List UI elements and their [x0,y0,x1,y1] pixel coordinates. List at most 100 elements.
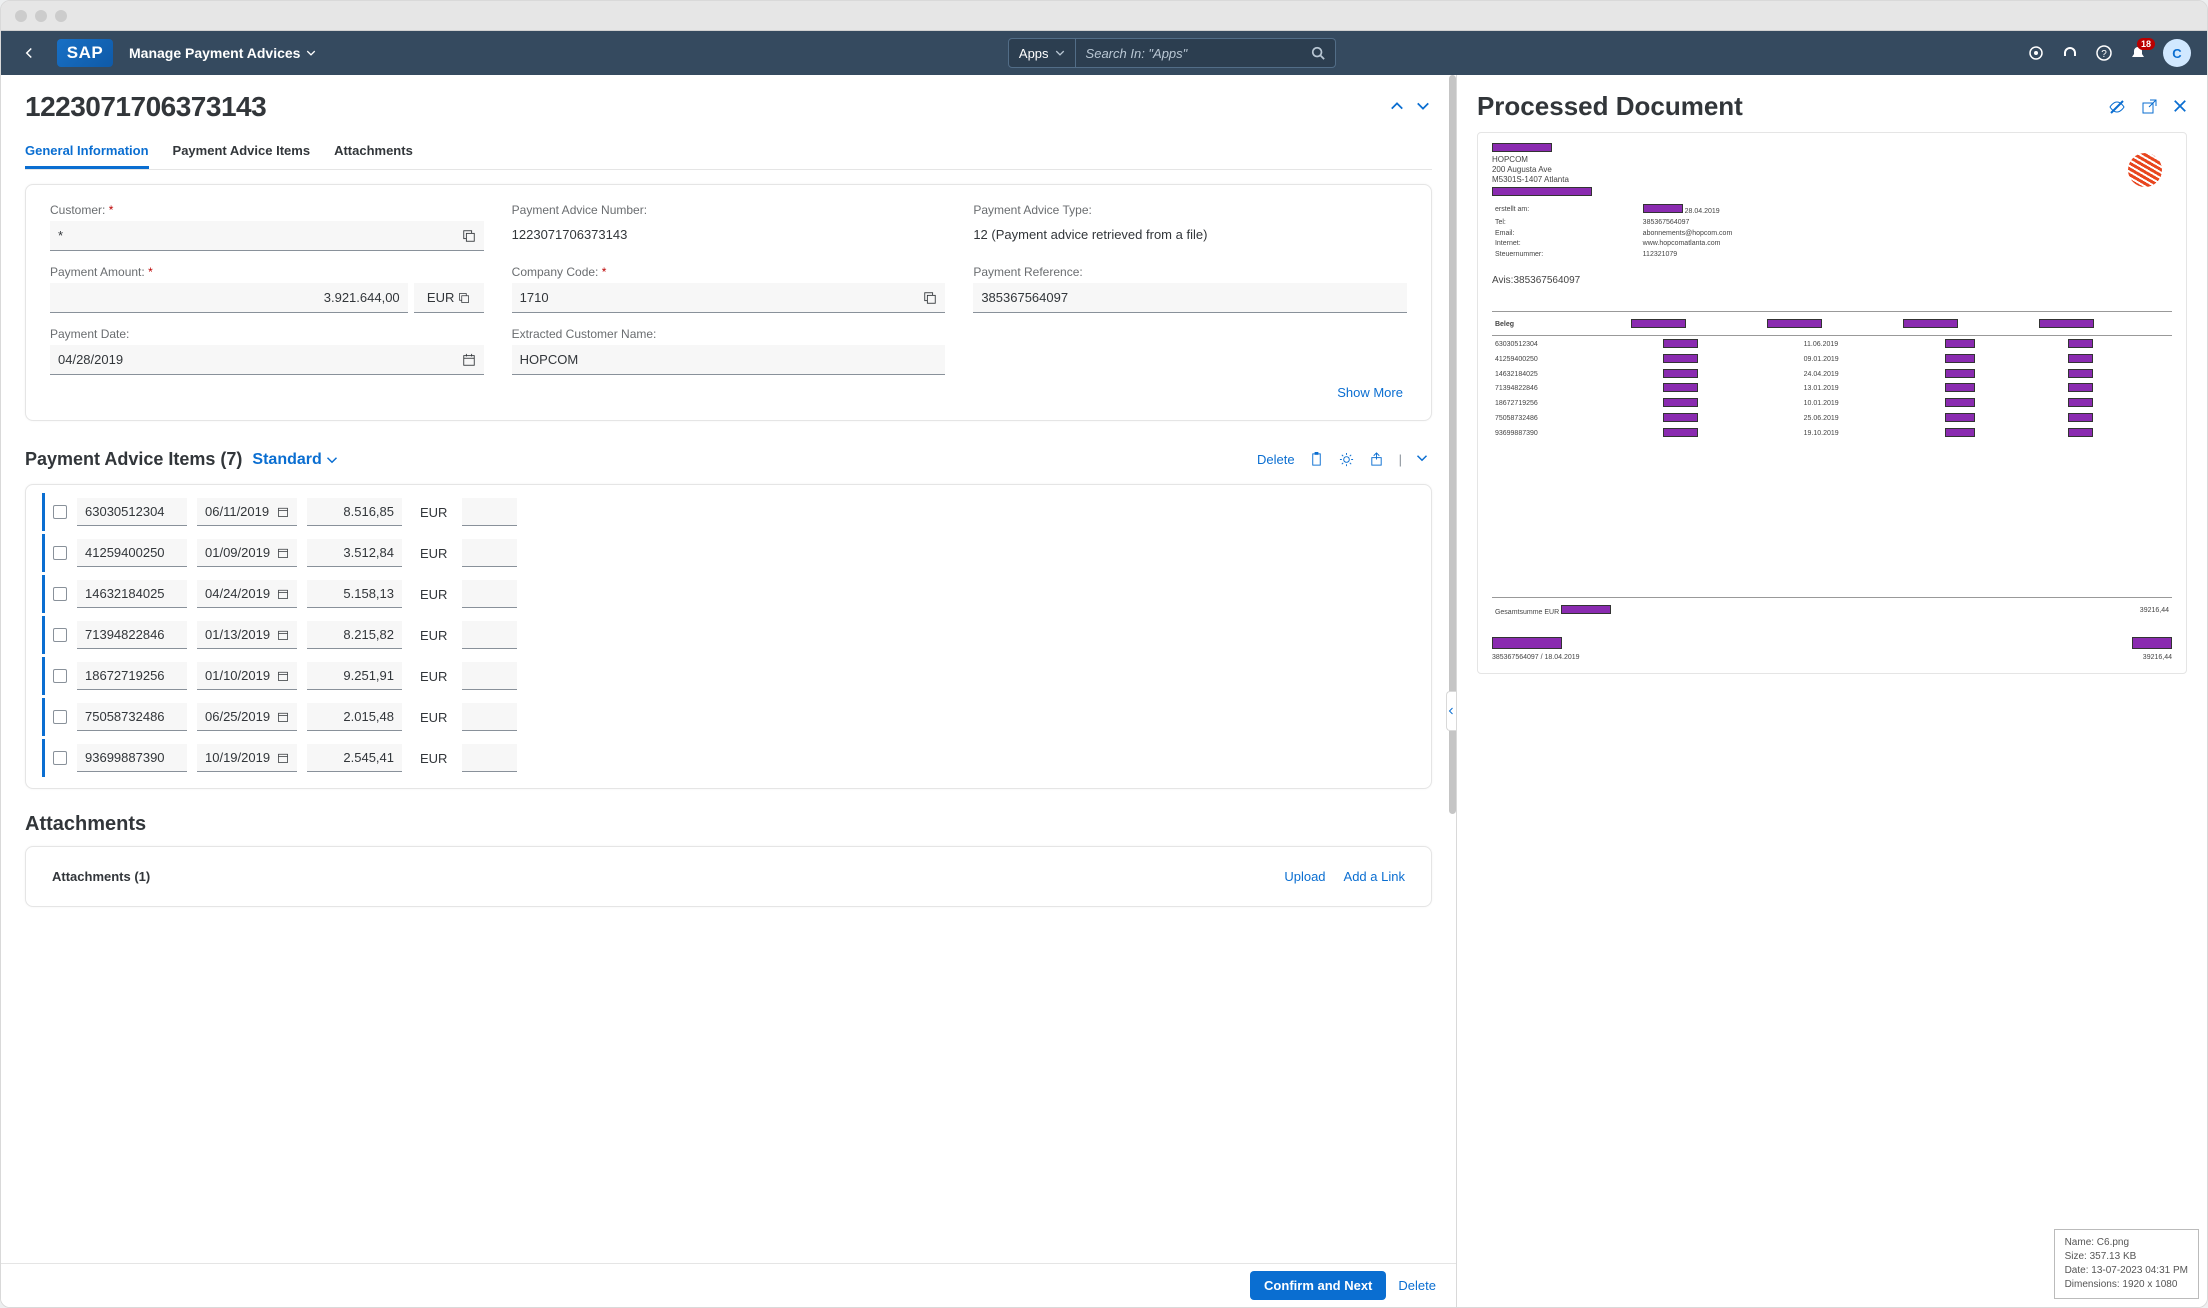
support-icon[interactable] [2061,44,2079,62]
settings-icon[interactable] [1339,452,1355,468]
help-icon[interactable]: ? [2095,44,2113,62]
item-currency: EUR [412,580,452,608]
search-input[interactable]: Search In: "Apps" [1076,38,1336,68]
collapse-side-panel[interactable] [1446,691,1456,731]
tab-payment-advice-items[interactable]: Payment Advice Items [173,135,311,169]
item-reference[interactable]: 75058732486 [77,703,187,731]
tab-attachments[interactable]: Attachments [334,135,413,169]
hide-annotations-icon[interactable] [2109,99,2125,115]
shell-page-title[interactable]: Manage Payment Advices [129,45,316,61]
extracted-name-input[interactable]: HOPCOM [512,345,946,375]
advice-type-value: 12 (Payment advice retrieved from a file… [973,221,1407,242]
back-button[interactable] [17,41,41,65]
item-date[interactable]: 04/24/2019 [197,580,297,608]
item-reference[interactable]: 18672719256 [77,662,187,690]
apps-dropdown[interactable]: Apps [1008,38,1076,68]
item-date[interactable]: 06/11/2019 [197,498,297,526]
item-reference[interactable]: 71394822846 [77,621,187,649]
item-reference[interactable]: 63030512304 [77,498,187,526]
search-placeholder: Search In: "Apps" [1086,46,1188,61]
item-empty[interactable] [462,580,517,608]
value-help-icon[interactable] [462,229,476,243]
item-amount[interactable]: 2.545,41 [307,744,402,772]
date-input[interactable]: 04/28/2019 [50,345,484,375]
collapse-icon[interactable] [1390,99,1406,115]
calendar-icon[interactable] [277,752,289,764]
value-help-icon[interactable] [458,292,470,304]
item-date[interactable]: 01/13/2019 [197,621,297,649]
calendar-icon[interactable] [277,629,289,641]
notifications-button[interactable]: 18 [2129,44,2147,62]
item-date[interactable]: 10/19/2019 [197,744,297,772]
item-reference[interactable]: 93699887390 [77,744,187,772]
customer-label: Customer: * [50,203,484,217]
user-avatar[interactable]: C [2163,39,2191,67]
item-amount[interactable]: 5.158,13 [307,580,402,608]
amount-label: Payment Amount: * [50,265,484,279]
close-side-panel-icon[interactable] [2173,99,2187,115]
item-date[interactable]: 01/10/2019 [197,662,297,690]
row-checkbox[interactable] [53,505,67,519]
tab-general-information[interactable]: General Information [25,135,149,169]
row-checkbox[interactable] [53,628,67,642]
row-checkbox[interactable] [53,669,67,683]
table-row: 1867271925601/10/20199.251,91EUR [42,657,1415,695]
item-date[interactable]: 06/25/2019 [197,703,297,731]
item-empty[interactable] [462,621,517,649]
chevron-down-icon[interactable] [1416,452,1432,468]
item-empty[interactable] [462,703,517,731]
item-amount[interactable]: 9.251,91 [307,662,402,690]
value-help-icon[interactable] [923,291,937,305]
item-empty[interactable] [462,539,517,567]
item-empty[interactable] [462,662,517,690]
row-checkbox[interactable] [53,710,67,724]
item-amount[interactable]: 8.516,85 [307,498,402,526]
calendar-icon[interactable] [277,506,289,518]
traffic-light[interactable] [15,10,27,22]
copilot-icon[interactable] [2027,44,2045,62]
attachments-section-title: Attachments [25,813,1432,836]
item-amount[interactable]: 3.512,84 [307,539,402,567]
upload-link[interactable]: Upload [1284,869,1325,884]
table-row: 9369988739010/19/20192.545,41EUR [42,739,1415,777]
calendar-icon[interactable] [462,353,476,367]
row-checkbox[interactable] [53,587,67,601]
currency-input[interactable]: EUR [414,283,484,313]
item-amount[interactable]: 8.215,82 [307,621,402,649]
item-currency: EUR [412,539,452,567]
reference-input[interactable]: 385367564097 [973,283,1407,313]
traffic-light[interactable] [55,10,67,22]
calendar-icon[interactable] [277,670,289,682]
company-code-input[interactable]: 1710 [512,283,946,313]
date-label: Payment Date: [50,327,484,341]
item-date[interactable]: 01/09/2019 [197,539,297,567]
show-more-link[interactable]: Show More [50,375,1407,402]
paste-icon[interactable] [1309,452,1325,468]
amount-input[interactable]: 3.921.644,00 [50,283,408,313]
row-checkbox[interactable] [53,751,67,765]
item-amount[interactable]: 2.015,48 [307,703,402,731]
sap-logo[interactable]: SAP [57,39,113,67]
row-checkbox[interactable] [53,546,67,560]
doc-avis: Avis:385367564097 [1492,275,2172,288]
calendar-icon[interactable] [277,711,289,723]
calendar-icon[interactable] [277,547,289,559]
open-external-icon[interactable] [2141,99,2157,115]
item-empty[interactable] [462,498,517,526]
calendar-icon[interactable] [277,588,289,600]
export-icon[interactable] [1369,452,1385,468]
item-empty[interactable] [462,744,517,772]
table-row: 14632184025 04/24/2019 5.158,13 EUR [42,575,1415,613]
delete-link[interactable]: Delete [1257,452,1295,467]
expand-icon[interactable] [1416,99,1432,115]
customer-input[interactable]: * [50,221,484,251]
item-reference[interactable]: 41259400250 [77,539,187,567]
delete-button[interactable]: Delete [1398,1278,1436,1293]
add-link-link[interactable]: Add a Link [1344,869,1405,884]
company-logo-icon [2128,153,2162,187]
confirm-and-next-button[interactable]: Confirm and Next [1250,1271,1386,1300]
view-selector[interactable]: Standard [252,451,337,469]
traffic-light[interactable] [35,10,47,22]
items-section-title: Payment Advice Items (7) [25,449,242,470]
item-reference[interactable]: 14632184025 [77,580,187,608]
